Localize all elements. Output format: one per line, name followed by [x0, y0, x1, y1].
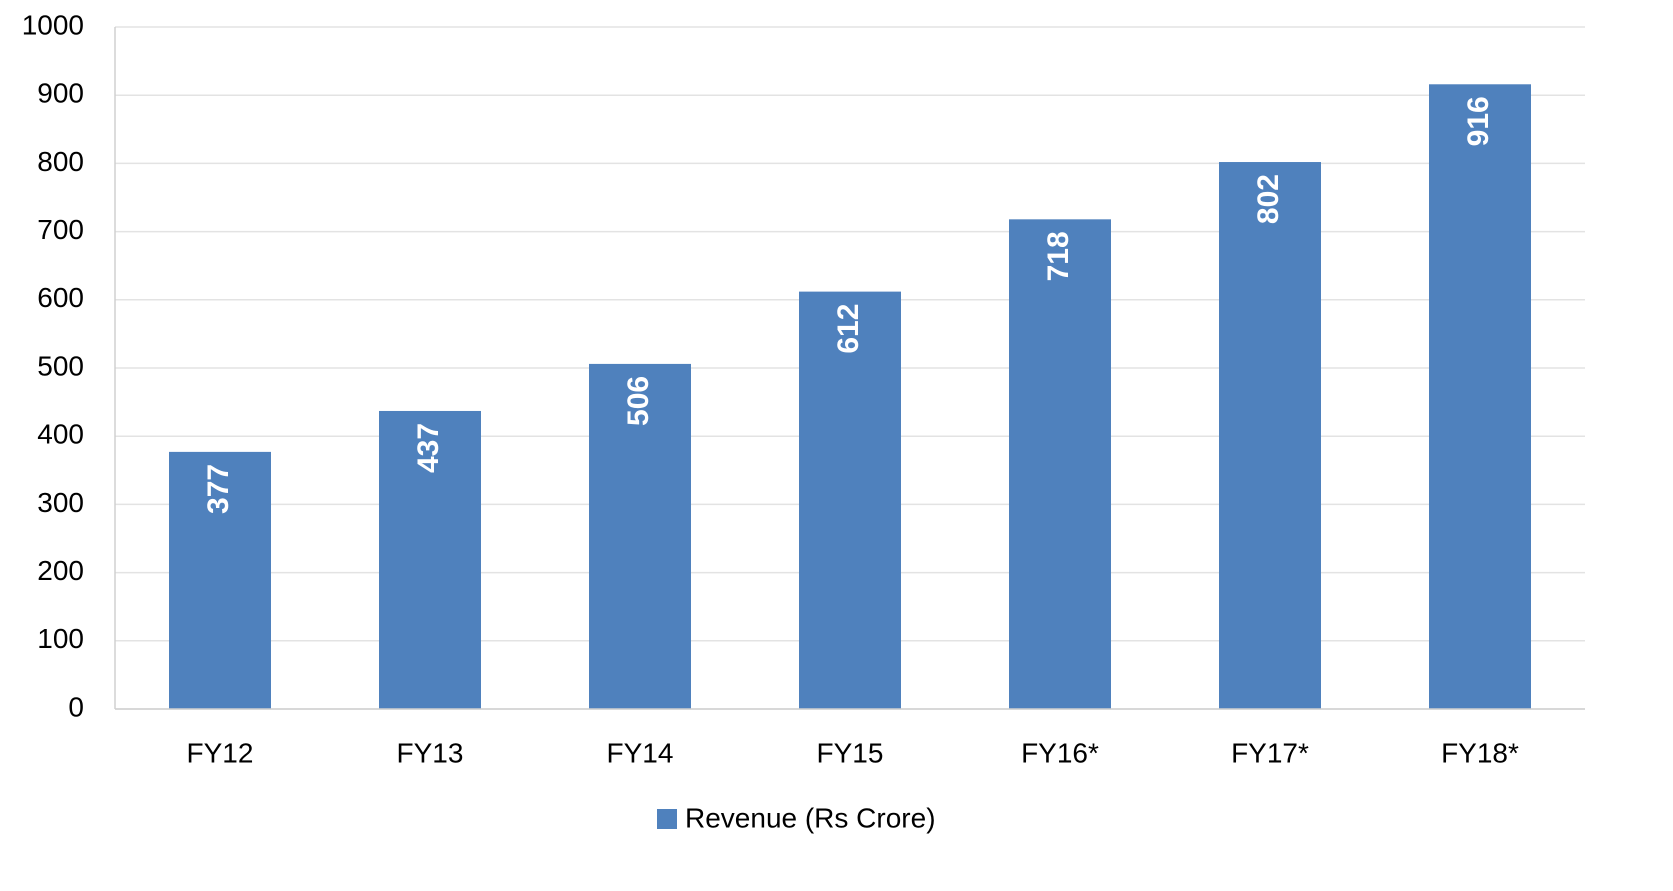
- y-tick-label: 700: [37, 214, 84, 245]
- y-tick-label: 1000: [22, 9, 84, 40]
- y-tick-label: 200: [37, 555, 84, 586]
- legend-swatch: [657, 809, 677, 829]
- bar: [1219, 162, 1321, 709]
- y-tick-label: 100: [37, 623, 84, 654]
- data-label: 506: [622, 376, 655, 426]
- bar: [1009, 219, 1111, 709]
- y-tick-label: 0: [68, 691, 84, 722]
- y-tick-label: 300: [37, 487, 84, 518]
- y-tick-label: 800: [37, 146, 84, 177]
- y-tick-label: 400: [37, 419, 84, 450]
- x-tick-label: FY12: [187, 737, 254, 768]
- legend-label: Revenue (Rs Crore): [685, 802, 936, 833]
- data-label: 916: [1462, 96, 1495, 146]
- bar: [589, 363, 691, 709]
- x-tick-label: FY15: [817, 737, 884, 768]
- bar: [169, 451, 271, 709]
- x-tick-label: FY16*: [1021, 737, 1099, 768]
- data-label: 612: [832, 304, 865, 354]
- data-label: 802: [1252, 174, 1285, 224]
- x-tick-label: FY14: [607, 737, 674, 768]
- x-tick-label: FY17*: [1231, 737, 1309, 768]
- bar: [1429, 84, 1531, 709]
- data-label: 437: [412, 423, 445, 473]
- bar: [799, 291, 901, 709]
- y-tick-label: 900: [37, 78, 84, 109]
- x-tick-label: FY18*: [1441, 737, 1519, 768]
- y-tick-label: 500: [37, 350, 84, 381]
- x-tick-label: FY13: [397, 737, 464, 768]
- data-label: 377: [202, 464, 235, 514]
- y-tick-label: 600: [37, 282, 84, 313]
- bar: [379, 410, 481, 709]
- data-label: 718: [1042, 231, 1075, 281]
